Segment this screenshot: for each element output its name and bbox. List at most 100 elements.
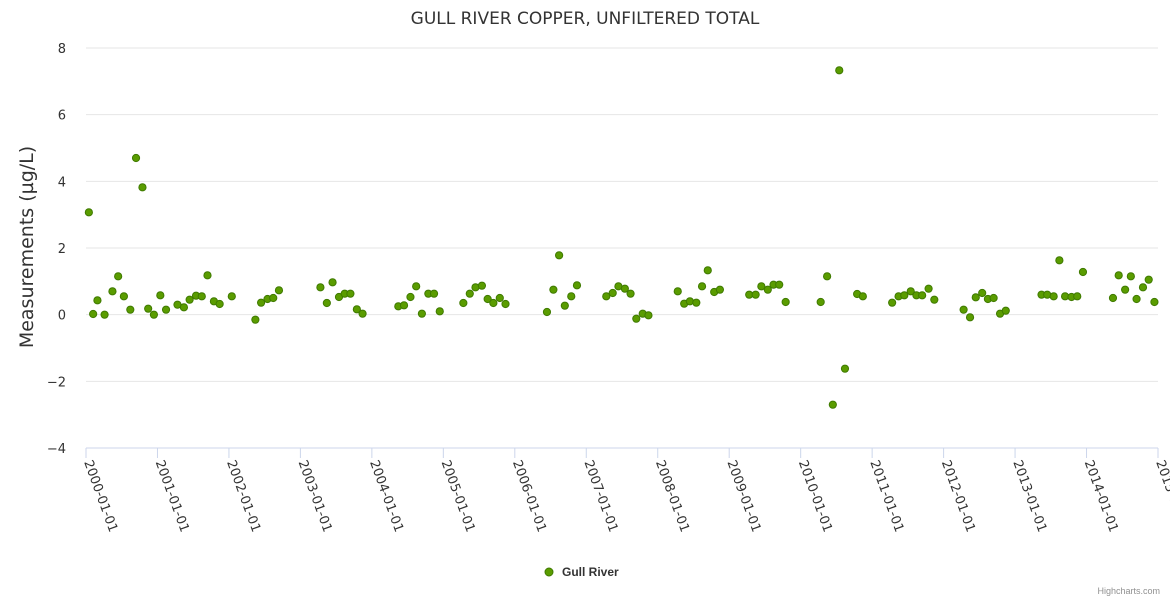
data-point[interactable]	[924, 284, 933, 293]
data-point[interactable]	[185, 295, 194, 304]
data-point[interactable]	[608, 288, 617, 298]
data-point[interactable]	[751, 290, 760, 299]
data-point[interactable]	[156, 291, 165, 300]
data-point[interactable]	[84, 208, 93, 217]
data-point[interactable]	[477, 281, 487, 290]
data-point[interactable]	[144, 304, 153, 313]
data-point[interactable]	[1138, 283, 1148, 292]
data-point[interactable]	[251, 315, 260, 324]
data-point[interactable]	[256, 298, 266, 307]
data-point[interactable]	[100, 310, 109, 319]
data-point[interactable]	[697, 282, 707, 291]
data-point[interactable]	[828, 400, 837, 409]
data-point[interactable]	[835, 66, 844, 75]
data-point[interactable]	[1073, 292, 1082, 301]
data-point[interactable]	[858, 292, 867, 301]
data-point[interactable]	[126, 305, 135, 314]
data-point[interactable]	[959, 305, 968, 314]
data-point[interactable]	[352, 305, 361, 314]
data-point[interactable]	[179, 303, 189, 312]
data-point[interactable]	[1108, 293, 1118, 303]
data-point[interactable]	[703, 266, 712, 275]
data-point[interactable]	[161, 305, 171, 314]
data-point[interactable]	[501, 299, 510, 309]
data-point[interactable]	[1001, 306, 1010, 315]
data-point[interactable]	[227, 292, 236, 301]
data-point[interactable]	[549, 285, 558, 294]
data-point[interactable]	[823, 272, 832, 281]
data-point[interactable]	[781, 297, 790, 307]
data-point[interactable]	[399, 301, 409, 310]
data-point[interactable]	[459, 298, 468, 308]
data-point[interactable]	[930, 295, 939, 304]
data-point[interactable]	[978, 288, 987, 298]
data-point[interactable]	[114, 272, 123, 281]
data-point[interactable]	[89, 309, 98, 319]
data-point[interactable]	[560, 301, 569, 310]
data-point[interactable]	[328, 278, 337, 287]
data-point[interactable]	[149, 310, 158, 319]
data-point[interactable]	[412, 282, 421, 291]
data-point[interactable]	[406, 292, 415, 302]
data-point[interactable]	[965, 313, 975, 322]
data-point[interactable]	[1126, 272, 1135, 281]
data-point[interactable]	[906, 287, 915, 296]
data-point[interactable]	[465, 289, 474, 298]
data-point[interactable]	[555, 251, 564, 260]
data-point[interactable]	[274, 286, 284, 295]
data-point[interactable]	[197, 292, 206, 301]
data-point[interactable]	[989, 293, 998, 303]
data-point[interactable]	[673, 287, 682, 296]
data-point[interactable]	[316, 283, 325, 292]
data-point[interactable]	[269, 293, 278, 303]
data-point[interactable]	[1055, 256, 1064, 265]
data-point[interactable]	[1144, 275, 1153, 284]
data-point[interactable]	[435, 307, 444, 316]
data-point[interactable]	[1150, 297, 1159, 307]
data-point[interactable]	[119, 292, 128, 301]
data-point[interactable]	[215, 299, 224, 309]
data-point[interactable]	[918, 291, 927, 300]
data-point[interactable]	[567, 292, 576, 301]
credits-link[interactable]: Highcharts.com	[1097, 586, 1160, 596]
legend-item-gull-river[interactable]: Gull River	[562, 565, 619, 579]
data-point[interactable]	[1078, 267, 1088, 277]
data-point[interactable]	[483, 294, 492, 304]
data-point[interactable]	[644, 311, 653, 320]
data-point[interactable]	[572, 281, 582, 290]
data-point[interactable]	[757, 282, 766, 291]
data-point[interactable]	[108, 287, 117, 296]
data-point[interactable]	[840, 364, 850, 373]
data-point[interactable]	[775, 280, 784, 289]
data-point[interactable]	[626, 289, 635, 298]
data-point[interactable]	[542, 307, 552, 317]
data-point[interactable]	[715, 285, 725, 294]
data-point[interactable]	[816, 297, 825, 307]
data-point[interactable]	[1132, 294, 1141, 304]
data-point[interactable]	[602, 292, 611, 301]
data-point[interactable]	[131, 153, 141, 163]
data-point[interactable]	[971, 293, 980, 302]
data-point[interactable]	[138, 183, 147, 192]
y-axis-label: Measurements (µg/L)	[16, 146, 38, 348]
data-point[interactable]	[322, 298, 331, 308]
data-point[interactable]	[1049, 292, 1058, 301]
data-point[interactable]	[692, 298, 701, 307]
data-point[interactable]	[620, 284, 629, 293]
data-point[interactable]	[203, 271, 212, 280]
data-point[interactable]	[489, 298, 498, 308]
data-point[interactable]	[888, 298, 897, 307]
data-point[interactable]	[417, 309, 426, 318]
y-tick-label: 0	[58, 309, 66, 324]
data-point[interactable]	[346, 289, 355, 298]
data-point[interactable]	[1121, 285, 1130, 294]
data-point[interactable]	[900, 291, 909, 300]
legend[interactable]: Gull River	[544, 565, 619, 579]
data-point[interactable]	[1114, 271, 1123, 280]
data-point[interactable]	[429, 289, 439, 298]
data-point[interactable]	[763, 285, 772, 294]
data-point[interactable]	[93, 296, 102, 305]
data-point[interactable]	[632, 314, 641, 323]
data-point[interactable]	[495, 293, 504, 303]
data-point[interactable]	[358, 309, 367, 318]
